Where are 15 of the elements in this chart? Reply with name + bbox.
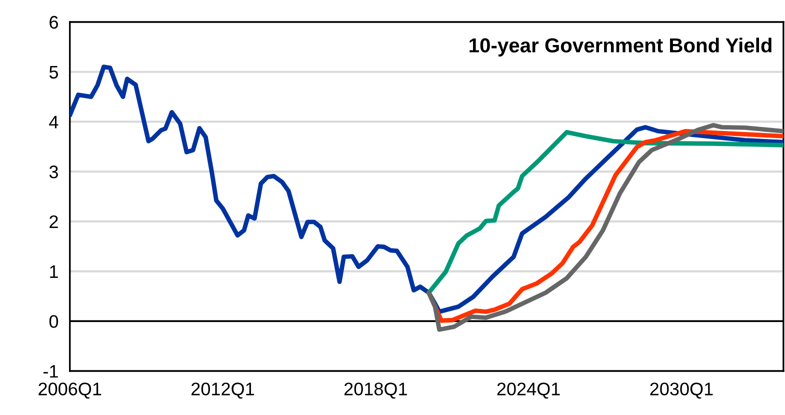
x-tick-label: 2030Q1 bbox=[650, 382, 713, 399]
x-tick-label: 2018Q1 bbox=[344, 382, 407, 399]
y-tick-label: 4 bbox=[49, 116, 58, 128]
y-tick-label: -1 bbox=[44, 365, 58, 378]
x-tick-label: 2006Q1 bbox=[38, 382, 102, 399]
text: 10-year Government Bond Yield bbox=[470, 38, 772, 56]
y-tick-label: 2 bbox=[50, 215, 58, 228]
y-tick-label: 5 bbox=[49, 66, 58, 79]
y-tick-label: 0 bbox=[49, 315, 58, 328]
y-tick-label: 3 bbox=[49, 166, 58, 178]
y-tick-label: 1 bbox=[50, 265, 58, 278]
x-tick-label: 2024Q1 bbox=[497, 382, 560, 399]
y-tick-label: 6 bbox=[50, 16, 58, 29]
x-tick-label: 2012Q1 bbox=[192, 382, 254, 399]
line-series bbox=[70, 64, 784, 314]
